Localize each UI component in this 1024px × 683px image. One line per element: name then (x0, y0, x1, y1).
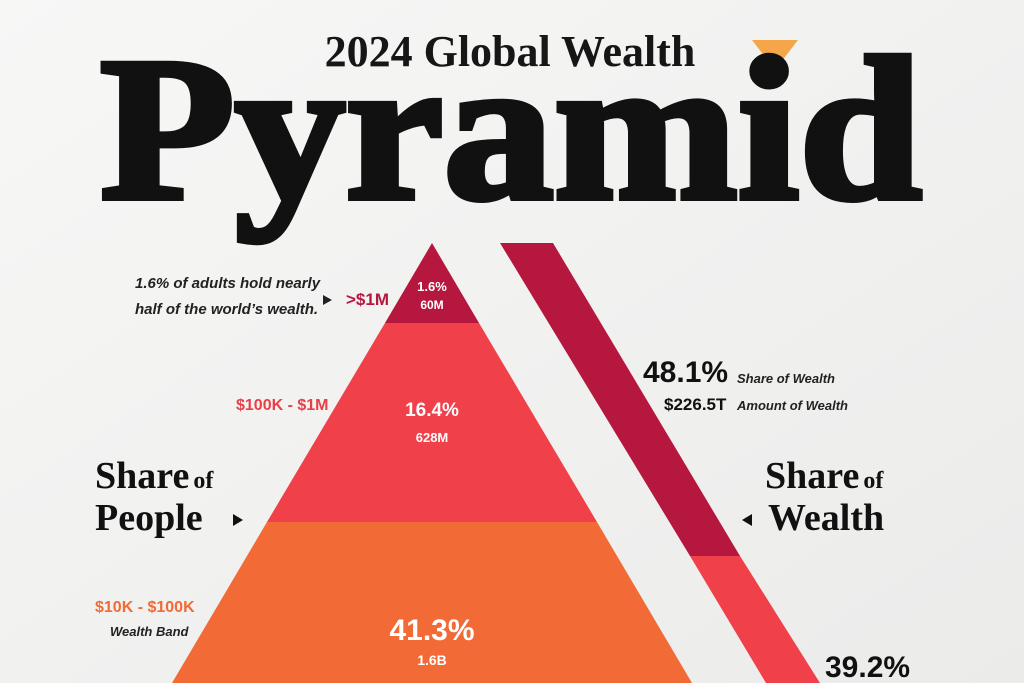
wealth-caption: Share of Wealth (737, 371, 835, 386)
title: 2024 Global Wealth (325, 27, 696, 76)
side-label-big: Share (765, 455, 859, 497)
wealth-caption: Amount of Wealth (736, 398, 848, 413)
people-count: 628M (416, 430, 449, 445)
headline: Pyramid (100, 16, 922, 243)
arrow (742, 514, 752, 526)
band-label: $10K - $100K (95, 599, 195, 616)
arrow (233, 514, 243, 526)
arrow (323, 295, 332, 305)
people-share: 41.3% (389, 614, 474, 647)
band-label: $100K - $1M (236, 397, 329, 414)
wealth-amount: $226.5T (664, 395, 727, 414)
band-caption: Wealth Band (110, 624, 190, 639)
tier-middle (267, 323, 597, 522)
wealth-share: 48.1% (643, 356, 728, 389)
side-label: Share of (765, 455, 884, 497)
side-label: People (95, 497, 203, 539)
annotation: half of the world’s wealth. (135, 301, 318, 318)
side-label-small: of (863, 468, 884, 494)
tier-top (385, 243, 479, 323)
band-label: >$1M (346, 290, 389, 309)
people-share: 16.4% (405, 400, 459, 421)
wealth-band-second (690, 556, 820, 683)
people-share: 1.6% (417, 279, 447, 294)
people-count: 1.6B (417, 652, 447, 668)
side-label: Wealth (768, 497, 884, 539)
wealth-band-top (500, 243, 740, 556)
side-label-small: of (193, 468, 214, 494)
tier-bottom (172, 522, 692, 683)
wealth-share: 39.2% (825, 651, 910, 683)
annotation: 1.6% of adults hold nearly (135, 275, 321, 292)
side-label: Share of (95, 455, 214, 497)
people-count: 60M (420, 298, 443, 312)
title-triangle (752, 40, 798, 70)
side-label-big: Share (95, 455, 189, 497)
